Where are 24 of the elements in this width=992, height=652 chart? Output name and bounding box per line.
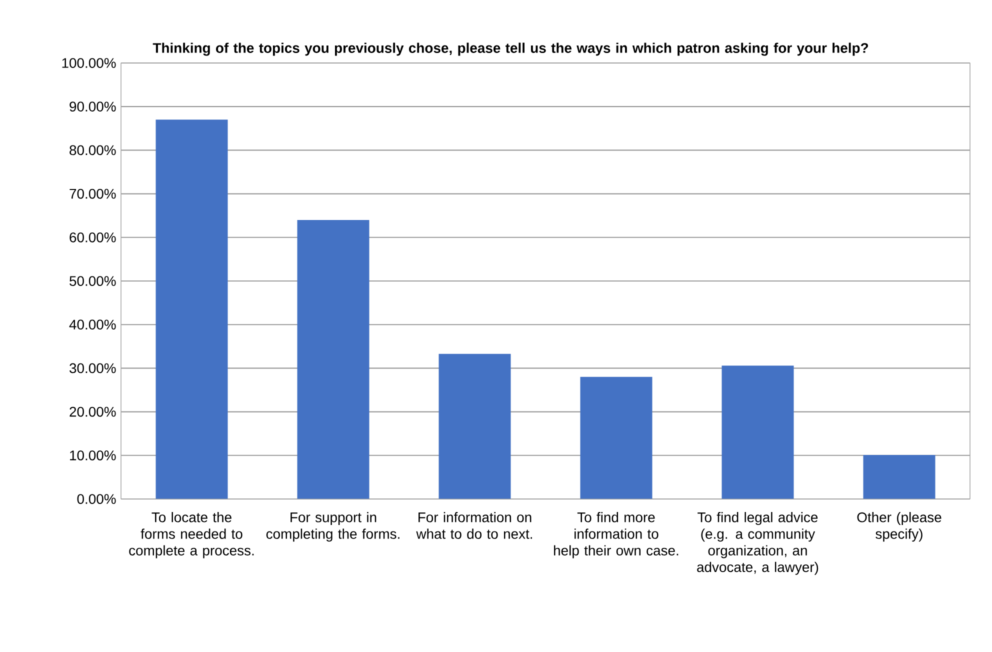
y-tick-label: 20.00% [70,406,116,417]
y-tick-label: 30.00% [70,363,116,374]
y-tick-label: 40.00% [69,320,116,330]
bar [722,366,794,499]
x-tick-label: To find more information to help their own case. [554,512,678,558]
y-tick-label: 10.00% [70,450,116,460]
bar [438,354,511,499]
x-tick-label: To locate the forms needed to complete a process. [129,512,254,558]
bar [580,376,652,499]
x-tick-label: To find legal advice (e.g. a community organization, an advocate, a lawyer) [697,512,818,575]
y-tick-label: 0.00% [77,494,116,504]
x-tick-label: For information on what to do to next. [416,512,532,539]
bar [297,220,370,499]
y-tick-label: 50.00% [70,276,116,286]
x-tick-label: For support in completing the forms. [266,512,400,542]
bar [863,454,936,499]
y-tick-label: 80.00% [70,145,116,156]
chart-title: Thinking of the topics you previously chose, please tell us the ways in which patron asking for your help? [152,42,868,56]
x-tick-label: Other (please specify) [857,512,942,542]
y-tick-label: 60.00% [70,232,116,242]
y-tick-label: 90.00% [70,102,116,112]
bar [156,120,228,499]
y-tick-label: 100.00% [62,58,116,68]
y-tick-label: 70.00% [70,188,116,199]
